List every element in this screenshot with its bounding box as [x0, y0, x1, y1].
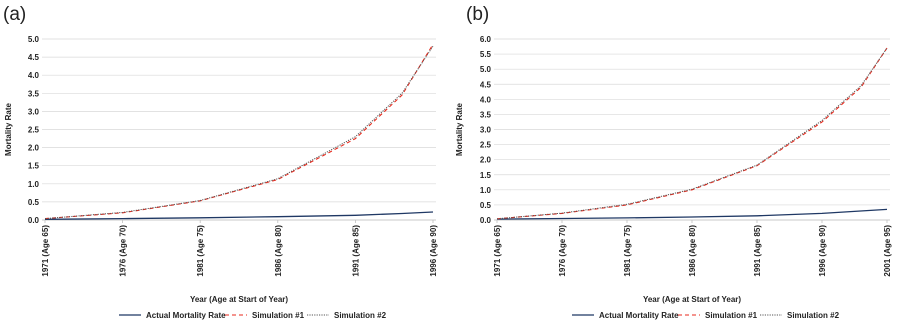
x-tick-label: 1971 (Age 65): [493, 225, 502, 277]
series-line-3: [44, 45, 434, 220]
y-tick-label: 3.5: [28, 89, 40, 98]
y-tick-label: 5.5: [480, 50, 492, 59]
y-tick-label: 0.0: [480, 216, 492, 225]
y-tick-label: 1.0: [480, 186, 492, 195]
chart-a: 0.0 0.5 1.0 1.5 2.0 2.5 3.0 3.5 4.0 4.5 5.0 1971 (A…: [4, 35, 438, 320]
y-tick-label: 5.0: [28, 35, 40, 44]
y-tick-label: 0.0: [28, 216, 40, 225]
y-tick-label: 2.0: [28, 144, 40, 153]
x-tick-label: 1996 (Age 90): [818, 225, 827, 277]
x-axis-title: Year (Age at Start of Year): [190, 295, 288, 304]
x-axis-title: Year (Age at Start of Year): [643, 295, 741, 304]
series-line-2: [44, 44, 434, 220]
series-line-1: [496, 208, 888, 220]
y-tick-label: 6.0: [480, 35, 492, 44]
x-tick-label: 1991 (Age 85): [753, 225, 762, 277]
x-tick-label: 1976 (Age 70): [119, 225, 128, 277]
x-tick-label: 1986 (Age 80): [688, 225, 697, 277]
y-tick-label: 2.5: [480, 141, 492, 150]
y-tick-label: 4.0: [480, 95, 492, 104]
y-tick-label: 4.0: [28, 71, 40, 80]
y-axis-title: Mortality Rate: [455, 103, 464, 156]
x-tick-label: 1996 (Age 90): [429, 225, 438, 277]
y-tick-label: 2.0: [480, 156, 492, 165]
legend-label: Simulation #1: [705, 311, 758, 320]
y-axis-title: Mortality Rate: [4, 103, 13, 156]
y-tick-label: 4.5: [480, 80, 492, 89]
x-tick-label: 1981 (Age 75): [623, 225, 632, 277]
x-tick-label: 1991 (Age 85): [351, 225, 360, 277]
chart-b: 0.0 0.5 1.0 1.5 2.0 2.5 3.0 3.5 4.0 4.5 5.0 5.5 6.0 1…: [455, 35, 892, 320]
panel-label-b: (b): [466, 4, 490, 25]
legend-label: Simulation #2: [787, 311, 840, 320]
series-line-2: [496, 47, 888, 220]
y-tick-label: 1.5: [480, 171, 492, 180]
chart-panel-a: (a) 0.0 0.5 1.0 1.5 2.0 2.5 3.0 3.5 4.0 4.5 5.0 197…: [3, 4, 438, 320]
y-tick-label: 2.5: [28, 126, 40, 135]
series-line-3: [496, 47, 888, 220]
x-tick-label: 1981 (Age 75): [196, 225, 205, 277]
y-tick-label: 4.5: [28, 53, 40, 62]
x-tick-label: 1986 (Age 80): [274, 225, 283, 277]
legend-label: Simulation #2: [334, 311, 387, 320]
chart-panel-b: (b) 0.0 0.5 1.0 1.5 2.0 2.5 3.0 3.5 4.0 4.5 5.0 5.5…: [451, 0, 902, 326]
y-tick-label: 0.5: [28, 198, 40, 207]
y-tick-label: 3.0: [480, 126, 492, 135]
y-tick-label: 1.0: [28, 180, 40, 189]
legend-label: Actual Mortality Rate: [146, 311, 226, 320]
y-tick-label: 0.5: [480, 201, 492, 210]
series-line-1: [44, 211, 434, 220]
y-tick-label: 5.0: [480, 65, 492, 74]
legend-label: Simulation #1: [252, 311, 305, 320]
x-tick-label: 1971 (Age 65): [41, 225, 50, 277]
x-tick-label: 1976 (Age 70): [558, 225, 567, 277]
y-tick-label: 3.5: [480, 110, 492, 119]
panel-label-a: (a): [3, 4, 27, 25]
y-tick-label: 3.0: [28, 107, 40, 116]
x-tick-label: 2001 (Age 95): [883, 225, 892, 277]
y-tick-label: 1.5: [28, 162, 40, 171]
legend-label: Actual Mortality Rate: [599, 311, 679, 320]
